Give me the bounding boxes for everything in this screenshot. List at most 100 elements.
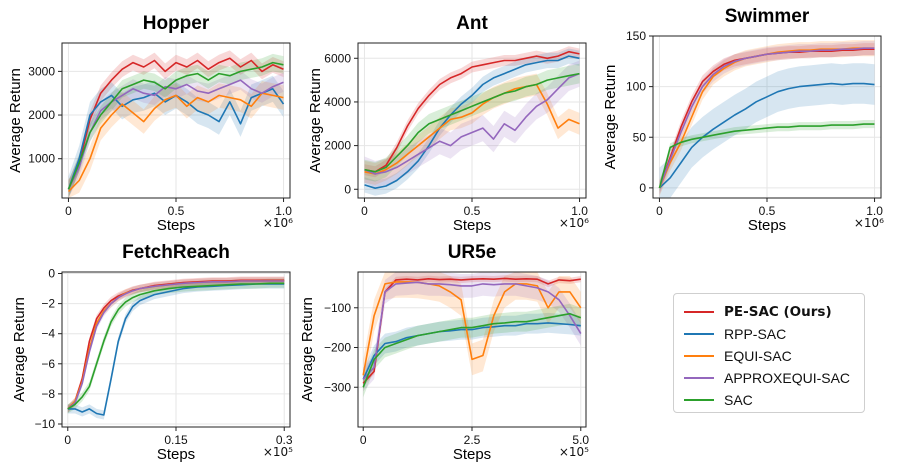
hopper-band-equi-sac: [68, 81, 284, 198]
hopper-line-approxequi-sac: [67, 79, 284, 190]
hopper-xtick-label-1: 0.5: [168, 204, 185, 218]
ur5e-xlabel: Steps: [453, 446, 491, 463]
fetchreach-line-sac: [67, 282, 285, 410]
hopper-xtick-label-2: 1.0: [275, 204, 292, 218]
hopper-line-equi-sac: [67, 92, 284, 193]
swimmer-ytick-label-3: 150: [626, 29, 646, 43]
swimmer-xtick-label-1: 0.5: [759, 204, 776, 218]
swimmer-line-rpp-sac: [658, 82, 875, 189]
ur5e-xtick-label-1: 2.5: [464, 433, 481, 447]
ant-band-equi-sac: [364, 73, 580, 185]
swimmer-band-rpp-sac: [659, 63, 875, 198]
chart-ur5e: 0 2.5 5.0 −300 −200 −100 UR5e Steps ×10⁵ Average …: [299, 242, 589, 463]
fetchreach-ytick-label-0: −10: [35, 417, 56, 431]
ur5e-xtick-label-2: 5.0: [572, 433, 589, 447]
hopper-ylabel: Average Return: [7, 68, 24, 173]
ant-line-equi-sac: [364, 83, 580, 175]
legend-swatch-rpp-sac: [684, 333, 714, 335]
fetchreach-ylabel: Average Return: [11, 297, 28, 402]
fetchreach-ytick-label-2: −6: [41, 357, 55, 371]
fetchreach-xtick-label-1: 0.15: [164, 433, 188, 447]
swimmer-line-approxequi-sac: [658, 47, 875, 189]
ur5e-xtick-label-0: 0: [360, 433, 367, 447]
legend-item-equi-sac: EQUI-SAC: [684, 346, 792, 366]
legend-item-rpp-sac: RPP-SAC: [684, 324, 786, 344]
fetchreach-ytick-label-5: 0: [48, 267, 55, 281]
fetchreach-ytick-label-1: −8: [41, 387, 55, 401]
hopper-x-multiplier: ×10⁶: [263, 216, 293, 230]
ur5e-ytick-label-0: −300: [324, 380, 351, 394]
fetchreach-ytick-label-3: −4: [41, 327, 55, 341]
fetchreach-xtick-label-2: 0.3: [276, 433, 293, 447]
swimmer-ytick-label-1: 50: [633, 130, 647, 144]
ur5e-ylabel: Average Return: [299, 297, 316, 402]
ant-ytick-label-1: 2000: [324, 139, 351, 153]
ant-band-rpp-sac: [364, 48, 580, 196]
ant-line-rpp-sac: [364, 55, 580, 189]
ant-line-sac: [364, 72, 580, 173]
ur5e-line-pe-sac-ours: [362, 277, 581, 384]
legend-item-pe-sac: PE-SAC (Ours): [684, 302, 832, 322]
chart-hopper: 0 0.5 1.0 1000 2000 3000 Hopper Steps ×10⁶ Averag…: [7, 13, 293, 234]
legend-label-pe-sac: PE-SAC (Ours): [724, 304, 832, 320]
hopper-ytick-label-0: 1000: [28, 152, 55, 166]
hopper-band-approxequi-sac: [68, 70, 284, 198]
ur5e-line-approxequi-sac: [362, 281, 582, 380]
legend-item-approxequi-sac: APPROXEQUI-SAC: [684, 368, 850, 388]
fetchreach-title: FetchReach: [122, 242, 230, 263]
swimmer-xlabel: Steps: [748, 217, 786, 234]
ant-title: Ant: [456, 13, 488, 34]
swimmer-ytick-label-2: 100: [626, 80, 646, 94]
fetchreach-xtick-label-0: 0: [64, 433, 71, 447]
legend-swatch-approxequi-sac: [684, 377, 714, 379]
ant-x-multiplier: ×10⁶: [559, 216, 589, 230]
ant-xlabel: Steps: [453, 217, 491, 234]
ant-ylabel: Average Return: [307, 68, 324, 173]
swimmer-title: Swimmer: [725, 6, 810, 27]
chart-ant: 0 0.5 1.0 0 2000 4000 6000 Ant Steps ×10⁶ Average …: [307, 13, 589, 234]
hopper-title: Hopper: [143, 13, 210, 34]
swimmer-ytick-label-0: 0: [639, 181, 646, 195]
ur5e-line-equi-sac: [362, 281, 582, 376]
hopper-xtick-label-0: 0: [65, 204, 72, 218]
ant-xtick-label-0: 0: [361, 204, 368, 218]
swimmer-xtick-label-2: 1.0: [866, 204, 883, 218]
fetchreach-line-approxequi-sac: [67, 280, 285, 410]
ur5e-band-sac: [363, 303, 581, 398]
swimmer-band-equi-sac: [659, 40, 875, 196]
ur5e-ytick-label-2: −100: [324, 301, 351, 315]
legend-label-sac: SAC: [724, 392, 753, 408]
legend-label-rpp-sac: RPP-SAC: [724, 326, 787, 342]
legend-label-equi-sac: EQUI-SAC: [724, 348, 792, 364]
ur5e-line-sac: [362, 312, 582, 388]
swimmer-band-approxequi-sac: [659, 41, 875, 195]
chart-fetchreach: 0 0.15 0.3 −10 −8 −6 −4 −2 0 FetchReach Steps ×10⁵ A…: [11, 242, 293, 463]
hopper-ytick-label-2: 3000: [28, 64, 55, 78]
hopper-line-sac: [67, 61, 284, 190]
ant-band-sac: [364, 63, 580, 182]
ant-line-approxequi-sac: [364, 72, 580, 175]
legend-swatch-pe-sac: [684, 311, 714, 313]
ant-band-approxequi-sac: [364, 60, 580, 188]
fetchreach-x-multiplier: ×10⁵: [263, 445, 293, 459]
swimmer-ylabel: Average Return: [602, 65, 619, 170]
swimmer-x-multiplier: ×10⁶: [854, 216, 884, 230]
swimmer-line-sac: [658, 123, 875, 189]
swimmer-xtick-label-0: 0: [656, 204, 663, 218]
swimmer-band-sac: [659, 120, 875, 192]
ant-ytick-label-2: 4000: [324, 95, 351, 109]
ant-xtick-label-1: 0.5: [464, 204, 481, 218]
legend-swatch-equi-sac: [684, 355, 714, 357]
ur5e-ytick-label-1: −200: [324, 341, 351, 355]
ur5e-x-multiplier: ×10⁵: [559, 445, 589, 459]
chart-swimmer: 0 0.5 1.0 0 50 100 150 Swimmer Steps ×10⁶ Average …: [602, 6, 884, 234]
fetchreach-band-rpp-sac: [67, 279, 285, 420]
legend-swatch-sac: [684, 399, 714, 401]
ant-line-pe-sac-ours: [364, 50, 580, 173]
ant-ytick-label-3: 6000: [324, 51, 351, 65]
legend: PE-SAC (Ours) RPP-SAC EQUI-SAC APPROXEQU…: [673, 293, 865, 413]
hopper-band-pe-sac-ours: [68, 50, 284, 198]
legend-item-sac: SAC: [684, 390, 753, 410]
legend-label-approxequi-sac: APPROXEQUI-SAC: [724, 370, 851, 386]
